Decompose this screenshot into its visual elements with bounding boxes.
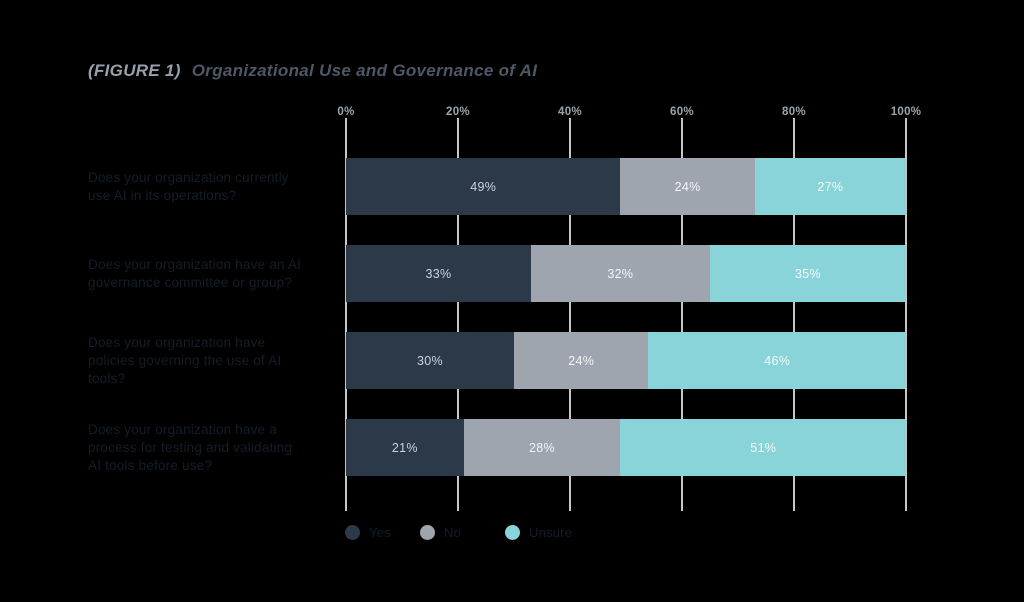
segment-value: 21% <box>391 440 418 455</box>
gridline <box>681 118 683 511</box>
figure-number-label: (FIGURE 1) <box>88 61 181 80</box>
bar-segment-unsure: 27% <box>754 158 906 215</box>
gridline <box>905 118 907 511</box>
segment-value: 27% <box>817 179 844 194</box>
category-label-line: policies governing the use of AI <box>88 352 282 368</box>
legend-dot-yes <box>345 524 360 540</box>
x-tick: 0% <box>337 106 355 118</box>
bar-segment-unsure: 51% <box>620 419 906 476</box>
segment-value: 30% <box>417 353 443 368</box>
bar-segment-unsure: 35% <box>709 245 906 302</box>
category-label-line: use AI in its operations? <box>88 187 237 203</box>
x-tick: 40% <box>558 106 582 118</box>
category-label-line: Does your organization have <box>88 334 266 350</box>
category-label-line: Does your organization currently <box>88 169 289 185</box>
legend-label: No <box>444 524 462 540</box>
legend-item-no: No <box>420 524 461 540</box>
legend-label: Yes <box>369 524 391 540</box>
legend-dot-unsure <box>505 524 520 540</box>
category-label-line: Does your organization have an AI <box>88 256 301 272</box>
plot-area: 0% 20% 40% 60% 80% 100% 49% 24% 27% 33% … <box>337 0 921 602</box>
segment-value: 49% <box>470 179 497 194</box>
bar-row: 21% 28% 51% <box>346 419 906 476</box>
bar-segment-yes: 21% <box>346 419 464 476</box>
segment-value: 24% <box>674 179 701 194</box>
x-tick: 60% <box>670 106 694 118</box>
bar-segment-no: 32% <box>530 245 710 302</box>
bar-segment-no: 24% <box>620 158 755 215</box>
bar-row: 33% 32% 35% <box>346 245 906 302</box>
x-tick: 80% <box>782 106 806 118</box>
legend-dot-no <box>420 524 435 540</box>
bar-segment-unsure: 46% <box>648 332 906 389</box>
bar-segment-no: 24% <box>514 332 649 389</box>
x-tick: 100% <box>890 106 922 118</box>
category-label: Does your organization currently use AI … <box>88 158 340 215</box>
gridline <box>457 118 459 511</box>
gridline <box>345 118 347 511</box>
bar-segment-yes: 49% <box>346 158 621 215</box>
category-label: Does your organization have policies gov… <box>88 332 340 389</box>
segment-value: 35% <box>795 266 821 281</box>
category-label: Does your organization have an AI govern… <box>88 245 340 302</box>
category-label: Does your organization have a process fo… <box>88 419 340 476</box>
bar-row: 30% 24% 46% <box>346 332 906 389</box>
category-label-line: Does your organization have a <box>88 421 277 437</box>
legend-item-yes: Yes <box>345 524 391 540</box>
category-label-line: AI tools before use? <box>88 457 213 473</box>
bar-segment-yes: 33% <box>346 245 531 302</box>
legend-item-unsure: Unsure <box>505 524 572 540</box>
segment-value: 46% <box>764 353 791 368</box>
segment-value: 33% <box>425 266 452 281</box>
figure-title: (FIGURE 1) Organizational Use and Govern… <box>88 61 537 81</box>
x-tick: 20% <box>446 106 470 118</box>
bar-row: 49% 24% 27% <box>346 158 906 215</box>
figure-title-text: Organizational Use and Governance of AI <box>191 61 538 80</box>
segment-value: 24% <box>568 353 595 368</box>
segment-value: 32% <box>607 266 634 281</box>
gridline <box>793 118 795 511</box>
category-label-line: governance committee or group? <box>88 274 293 290</box>
category-label-line: process for testing and validating <box>88 439 293 455</box>
category-label-line: tools? <box>88 370 126 386</box>
legend-label: Unsure <box>529 524 573 540</box>
bar-segment-no: 28% <box>463 419 621 476</box>
segment-value: 28% <box>529 440 555 455</box>
gridline <box>569 118 571 511</box>
segment-value: 51% <box>750 440 777 455</box>
bar-segment-yes: 30% <box>346 332 514 389</box>
